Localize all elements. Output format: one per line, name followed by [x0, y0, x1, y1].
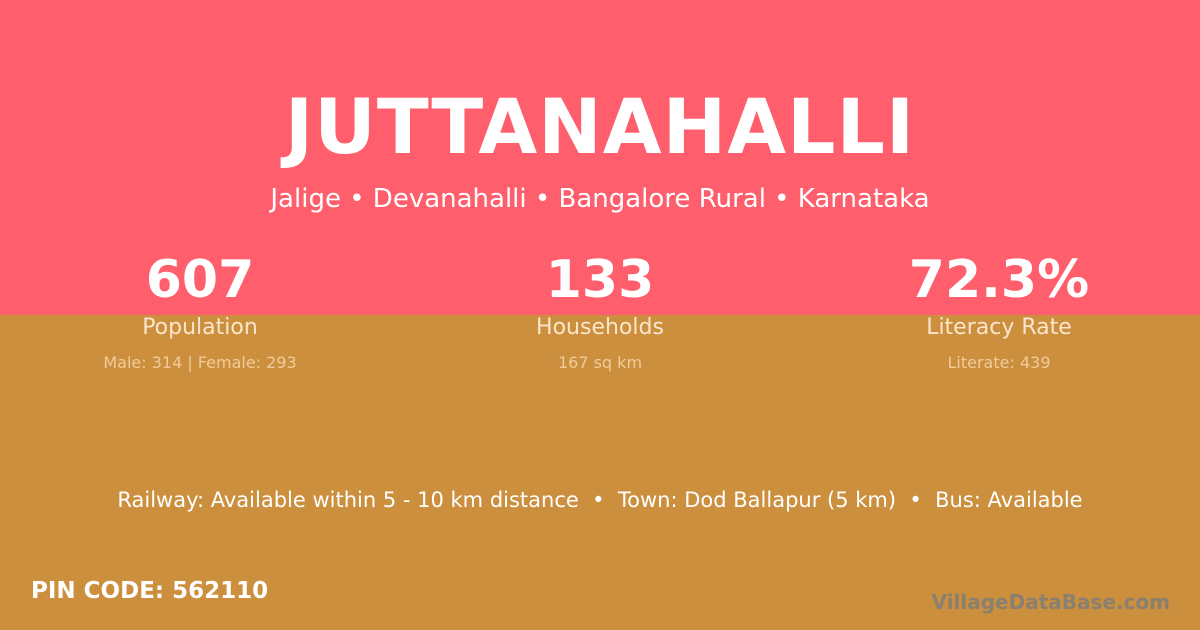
stat-detail: 167 sq km	[557, 353, 643, 372]
stat-value: 133	[545, 250, 655, 310]
stat-literacy: 72.3% Literacy Rate Literate: 439	[819, 248, 1179, 375]
brand-watermark: VillageDataBase.com	[931, 590, 1170, 614]
header-band	[0, 0, 1200, 315]
stat-value: 607	[145, 250, 255, 310]
stat-label: Households	[536, 315, 664, 340]
location-breadcrumb: Jalige • Devanahalli • Bangalore Rural •…	[270, 184, 930, 214]
stat-detail: Male: 314 | Female: 293	[103, 353, 297, 372]
pin-code: PIN CODE: 562110	[31, 578, 269, 604]
village-title: JUTTANAHALLI	[284, 82, 916, 171]
connectivity-info: Railway: Available within 5 - 10 km dist…	[117, 488, 1083, 512]
stat-value: 72.3%	[908, 250, 1090, 310]
footer-band	[0, 315, 1200, 630]
stat-detail: Literate: 439	[947, 353, 1051, 372]
stat-population: 607 Population Male: 314 | Female: 293	[20, 248, 380, 375]
stat-label: Population	[142, 315, 258, 340]
stat-label: Literacy Rate	[926, 315, 1072, 340]
stat-households: 133 Households 167 sq km	[420, 248, 780, 375]
